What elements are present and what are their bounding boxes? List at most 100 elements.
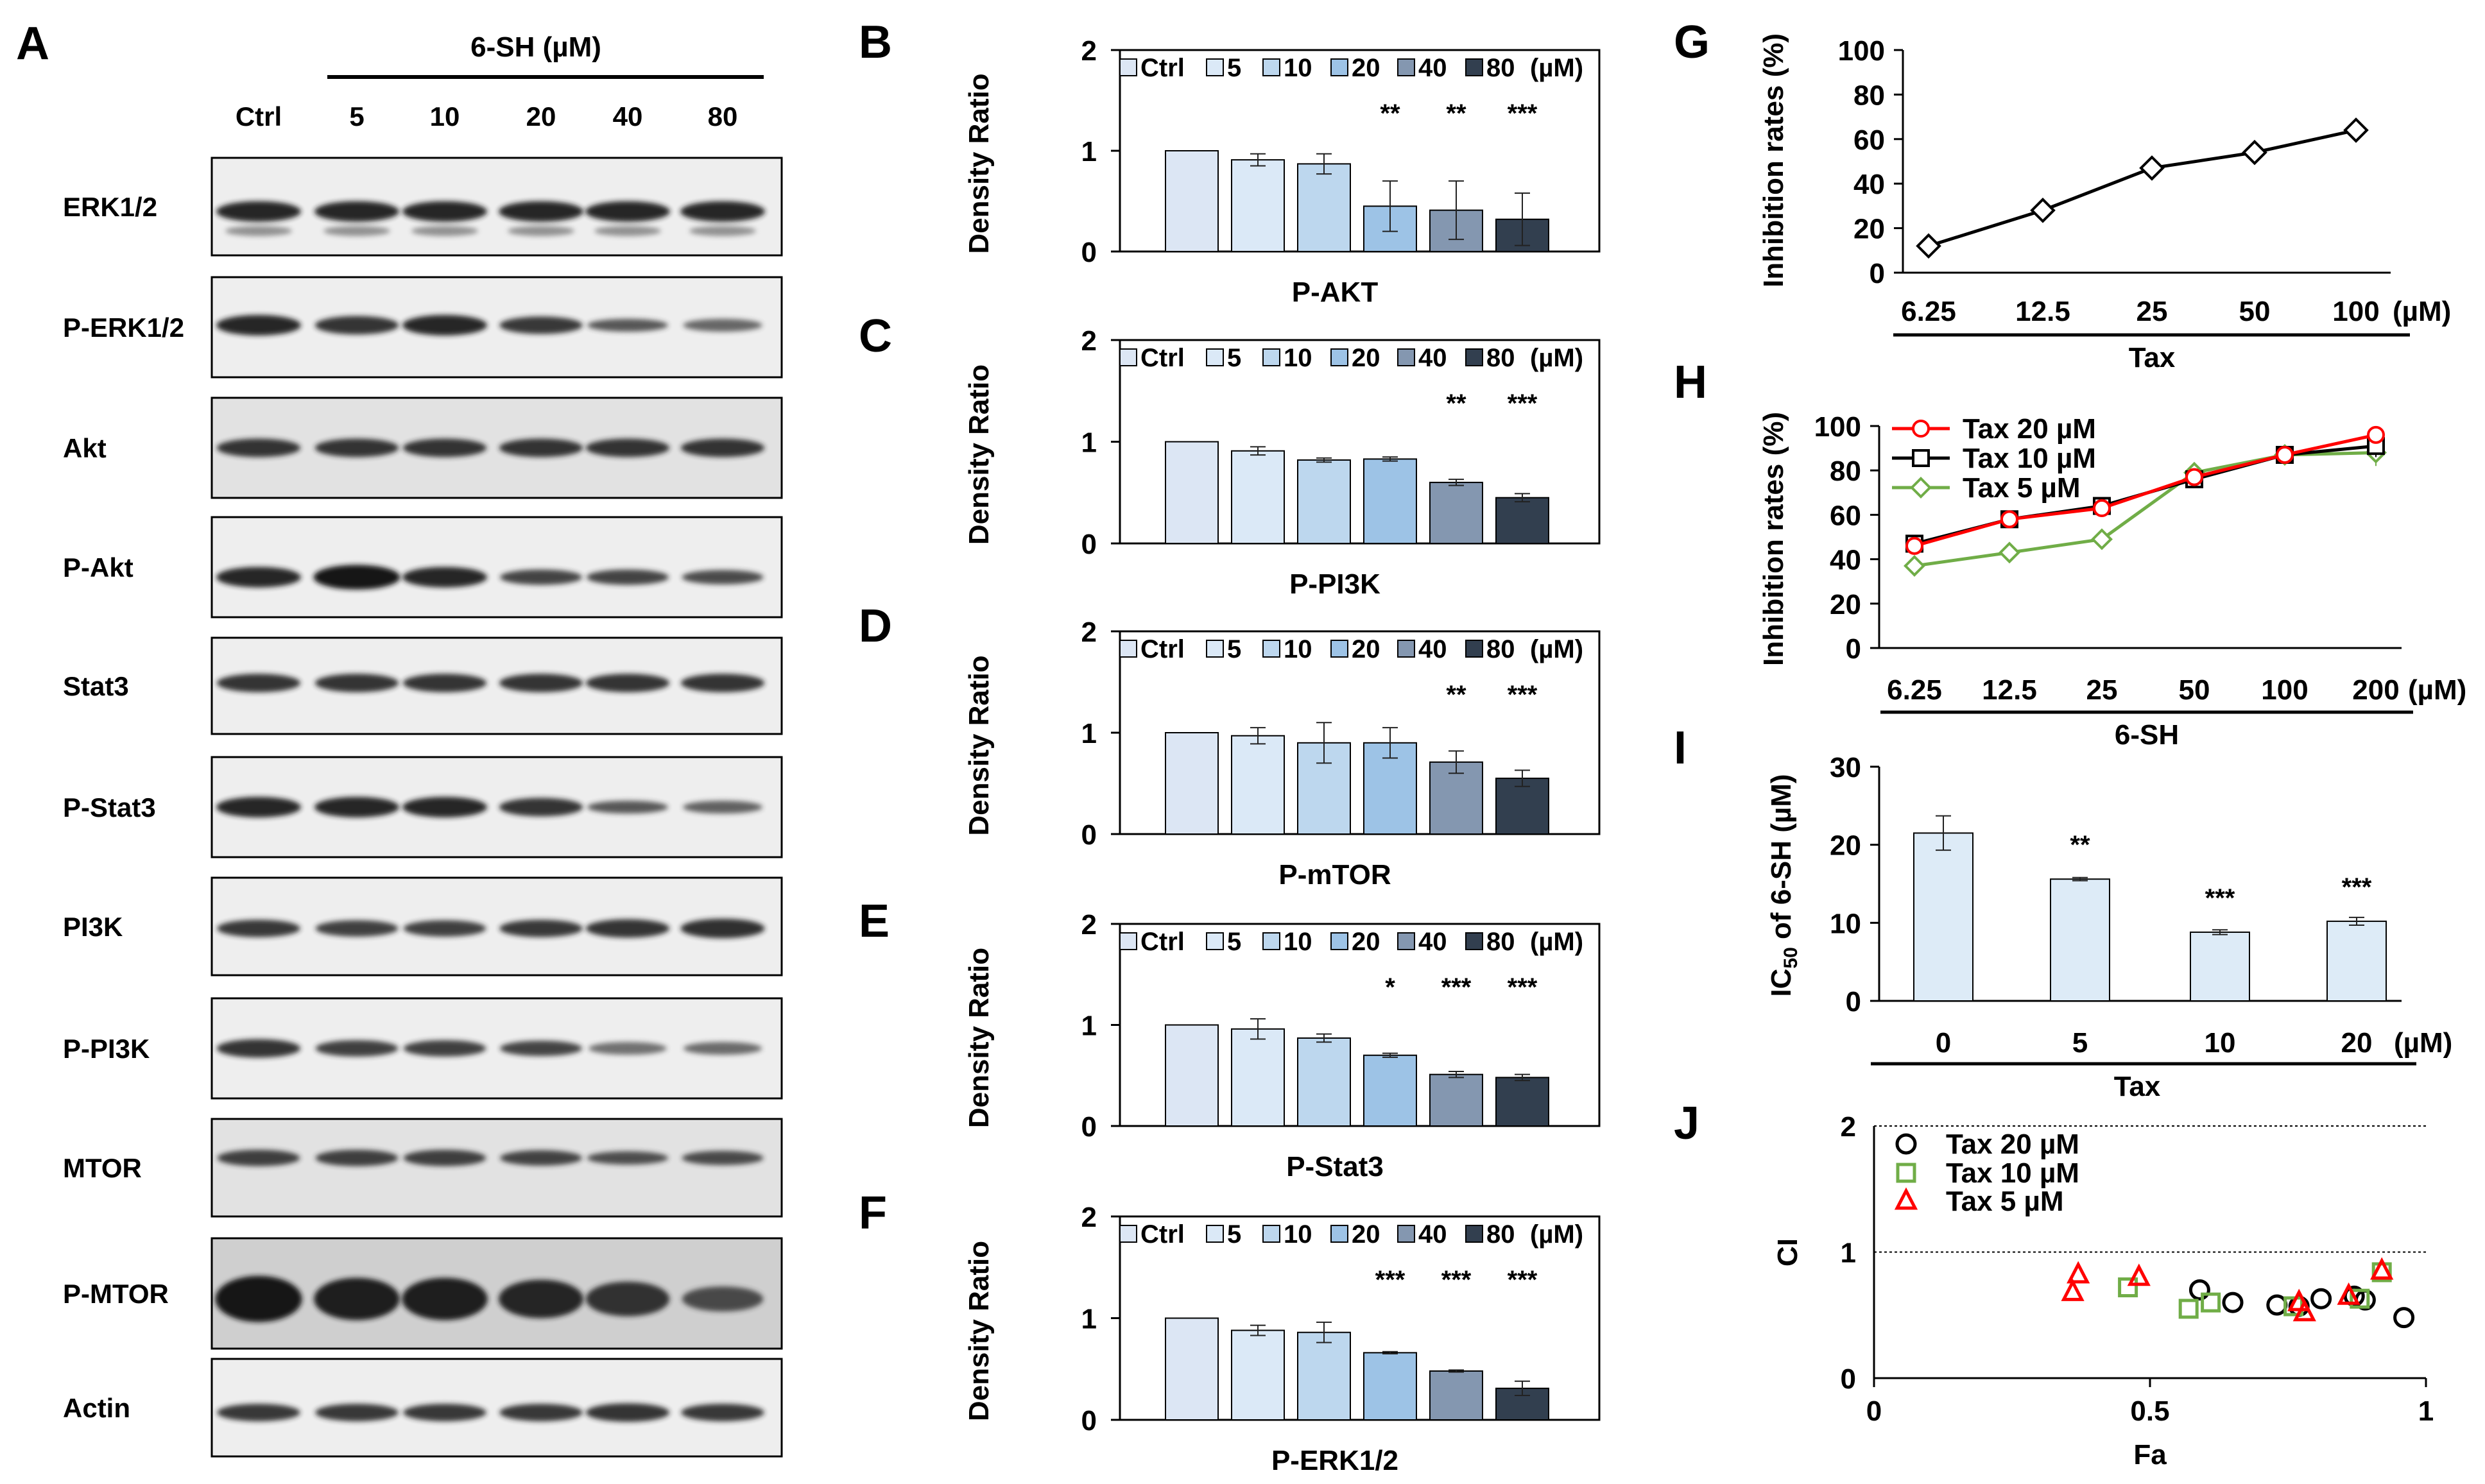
protein-band (315, 1150, 399, 1166)
blot-row: Akt (63, 397, 783, 499)
protein-band (403, 1040, 486, 1057)
significance-label: *** (2205, 884, 2235, 912)
error-bar (1449, 479, 1464, 486)
y-tick-label: 100 (1814, 411, 1861, 443)
protein-band (403, 920, 486, 937)
bar (1165, 1317, 1219, 1420)
panel-e-bar-chart: 0 1 2 Density Ratio P-Stat3 Ctrl 5 10 20 40 80 (µM)… (963, 909, 1601, 1182)
legend-swatch (1465, 348, 1483, 366)
blot-row-label: P-MTOR (63, 1279, 169, 1309)
legend-swatch (1119, 932, 1137, 950)
legend-label: 40 (1418, 344, 1447, 372)
data-point (2030, 198, 2056, 223)
panel-letter-j: J (1674, 1098, 1699, 1149)
legend-swatch (1262, 58, 1280, 76)
y-axis-label: Density Ratio (963, 655, 995, 835)
y-axis-label: Density Ratio (963, 1241, 995, 1421)
protein-band-lower (225, 226, 292, 236)
protein-band (217, 919, 300, 937)
legend-swatch (1262, 932, 1280, 950)
protein-band (402, 674, 487, 692)
legend-entry: Tax 20 µM (1892, 413, 2096, 445)
x-unit-label: (µM) (2394, 1027, 2452, 1059)
blot-row-label: Stat3 (63, 671, 129, 701)
protein-band (500, 1041, 582, 1056)
protein-band (585, 1281, 670, 1317)
blot-row: P-Stat3 (63, 756, 783, 858)
protein-band (217, 1150, 300, 1166)
protein-band (216, 674, 301, 692)
y-axis-label-subscript: 50 (1780, 947, 1801, 968)
y-tick-label: 2 (1081, 617, 1097, 648)
protein-band (499, 316, 583, 334)
bar (1297, 1331, 1351, 1420)
data-point (2185, 468, 2203, 486)
x-tick-label: 1 (2418, 1395, 2434, 1427)
data-point (2310, 1288, 2332, 1309)
error-bar (1250, 727, 1266, 745)
y-tick-label: 2 (1081, 1202, 1097, 1233)
data-point (2091, 528, 2113, 550)
legend-marker (1912, 420, 1930, 438)
protein-band (402, 438, 487, 457)
blot-row-label: MTOR (63, 1153, 142, 1183)
x-tick-label: 0 (1866, 1395, 1882, 1427)
protein-band (680, 438, 765, 457)
protein-band (587, 318, 668, 332)
legend-label: Ctrl (1140, 344, 1185, 372)
x-axis-label: Tax (2114, 1071, 2161, 1102)
protein-band (499, 919, 583, 937)
protein-band-lower (323, 226, 390, 236)
bar (1913, 832, 1973, 1002)
y-tick-label: 1 (1841, 1238, 1856, 1269)
legend-label: 5 (1227, 635, 1241, 663)
protein-band (585, 201, 670, 222)
protein-band (499, 1279, 583, 1318)
significance-label: ** (2070, 831, 2090, 859)
legend-label: 5 (1227, 928, 1241, 956)
protein-band (587, 1151, 669, 1165)
legend-label: 20 (1352, 54, 1380, 82)
data-point (2266, 1294, 2288, 1316)
blot-strip (211, 1358, 783, 1458)
series-line (1928, 128, 2357, 248)
legend-swatch (1397, 640, 1415, 658)
legend-entry: Tax 5 µM (1892, 472, 2080, 504)
protein-band (683, 801, 762, 814)
protein-band-lower (411, 226, 478, 236)
blot-row: P-PI3K (63, 997, 783, 1100)
significance-label: *** (2342, 873, 2372, 901)
legend-label: 10 (1284, 54, 1312, 82)
error-bar (1382, 1351, 1398, 1354)
protein-band-lower (508, 226, 574, 236)
legend: Ctrl 5 10 20 40 80 (µM) (1119, 1220, 1583, 1249)
lane-label: 40 (613, 101, 643, 132)
legend-swatch (1206, 1225, 1224, 1243)
bar (1165, 441, 1219, 544)
panel-letter-b: B (859, 17, 892, 68)
legend-label: Ctrl (1140, 54, 1185, 82)
panel-i-bar-chart: 0 10 20 30 IC50 of 6-SH (µM) 0 ** 5 *** 10 *** 20 (µ… (1766, 752, 2452, 1102)
significance-label: *** (1508, 973, 1538, 1002)
lane-labels: Ctrl 5 10 20 40 80 (236, 101, 738, 132)
protein-band (681, 1404, 764, 1422)
y-tick-label: 0 (1081, 529, 1097, 560)
x-axis-label: Fa (2133, 1439, 2167, 1471)
legend-swatch (1206, 932, 1224, 950)
panel-a-western-blot: 6-SH (µM) Ctrl 5 10 20 40 80 ERK1/2 P-ERK1/2 Ak… (63, 31, 783, 1458)
protein-band (499, 797, 583, 817)
bar (1363, 458, 1417, 544)
y-tick-label: 0 (1081, 819, 1097, 851)
y-tick-label: 40 (1853, 169, 1885, 200)
protein-band (500, 569, 582, 585)
blot-row-label: Akt (63, 433, 107, 463)
error-bar (1250, 1324, 1266, 1336)
significance-label: ** (1446, 389, 1466, 418)
blot-row: PI3K (63, 876, 783, 977)
protein-band (216, 314, 301, 336)
significance-label: *** (1441, 973, 1472, 1002)
significance-label: *** (1508, 1266, 1538, 1294)
chart-title: P-AKT (1292, 277, 1379, 308)
significance-label: ** (1446, 99, 1466, 128)
